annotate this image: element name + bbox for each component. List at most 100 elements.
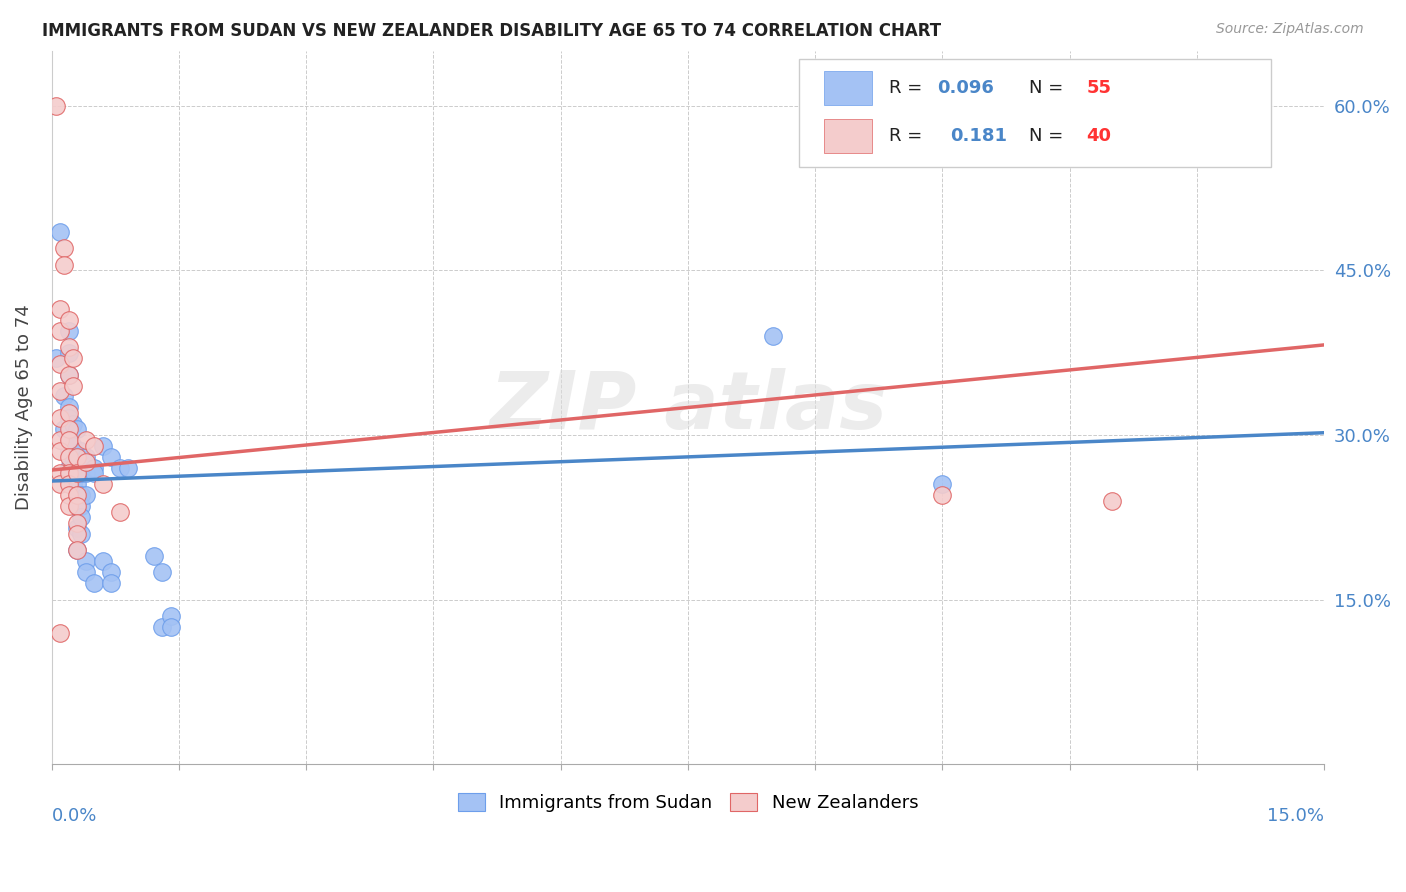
Point <box>66 461 89 475</box>
Point <box>49 324 72 338</box>
Point <box>75 450 97 464</box>
Point <box>70 444 93 458</box>
Point <box>62 417 84 431</box>
Point <box>75 434 97 448</box>
Point <box>49 411 72 425</box>
Point <box>159 620 181 634</box>
FancyBboxPatch shape <box>824 70 873 104</box>
Point <box>66 467 89 481</box>
Text: 40: 40 <box>1087 127 1111 145</box>
Point <box>70 510 93 524</box>
Text: Source: ZipAtlas.com: Source: ZipAtlas.com <box>1216 22 1364 37</box>
Point <box>58 422 80 436</box>
Point <box>66 543 89 558</box>
Point <box>58 312 80 326</box>
Text: 0.096: 0.096 <box>938 78 994 96</box>
Point <box>75 467 97 481</box>
Text: N =: N = <box>1029 127 1063 145</box>
Point <box>58 467 80 481</box>
Point <box>62 351 84 365</box>
Point <box>62 450 84 464</box>
FancyBboxPatch shape <box>824 119 873 153</box>
Point <box>58 477 80 491</box>
Point <box>58 434 80 448</box>
Point <box>49 467 72 481</box>
Point <box>58 345 80 359</box>
Point <box>49 444 72 458</box>
Point <box>58 500 80 514</box>
Point <box>83 461 105 475</box>
Text: N =: N = <box>1029 78 1063 96</box>
Text: 0.181: 0.181 <box>950 127 1007 145</box>
Text: 0.0%: 0.0% <box>52 807 97 825</box>
Point <box>62 477 84 491</box>
Point <box>66 477 89 491</box>
Point <box>66 500 89 514</box>
Point <box>53 390 76 404</box>
Point <box>931 488 953 502</box>
Point <box>117 461 139 475</box>
Point <box>75 455 97 469</box>
Point <box>66 467 89 481</box>
Point <box>62 467 84 481</box>
Point <box>49 384 72 398</box>
Point <box>58 368 80 382</box>
Point <box>70 467 93 481</box>
Point <box>66 516 89 530</box>
Point <box>58 401 80 415</box>
Point <box>49 625 72 640</box>
Y-axis label: Disability Age 65 to 74: Disability Age 65 to 74 <box>15 304 32 510</box>
Point <box>108 505 131 519</box>
Point <box>66 526 89 541</box>
Point <box>83 467 105 481</box>
Point <box>70 526 93 541</box>
Point <box>100 450 122 464</box>
Point <box>58 340 80 354</box>
Point <box>1101 493 1123 508</box>
FancyBboxPatch shape <box>799 59 1271 167</box>
Point <box>91 477 114 491</box>
Point <box>62 439 84 453</box>
Point <box>100 565 122 579</box>
Point <box>66 543 89 558</box>
Text: 55: 55 <box>1087 78 1111 96</box>
Point <box>70 500 93 514</box>
Point <box>66 488 89 502</box>
Point <box>58 411 80 425</box>
Point <box>66 450 89 464</box>
Point <box>58 368 80 382</box>
Point <box>159 609 181 624</box>
Point <box>58 434 80 448</box>
Point <box>66 521 89 535</box>
Point <box>49 357 72 371</box>
Point <box>83 439 105 453</box>
Point <box>53 241 76 255</box>
Point <box>49 434 72 448</box>
Point <box>58 461 80 475</box>
Point <box>66 422 89 436</box>
Point <box>62 461 84 475</box>
Point <box>58 488 80 502</box>
Point <box>58 444 80 458</box>
Point <box>91 439 114 453</box>
Point <box>58 324 80 338</box>
Point <box>58 406 80 420</box>
Text: 15.0%: 15.0% <box>1267 807 1324 825</box>
Point <box>53 422 76 436</box>
Point <box>70 488 93 502</box>
Point <box>62 378 84 392</box>
Point <box>49 477 72 491</box>
Point <box>91 554 114 568</box>
Point <box>66 500 89 514</box>
Point <box>931 477 953 491</box>
Point <box>108 461 131 475</box>
Point <box>58 467 80 481</box>
Point <box>45 98 67 112</box>
Point <box>49 225 72 239</box>
Legend: Immigrants from Sudan, New Zealanders: Immigrants from Sudan, New Zealanders <box>450 786 925 820</box>
Point <box>75 554 97 568</box>
Point <box>45 351 67 365</box>
Point <box>53 258 76 272</box>
Point <box>83 576 105 591</box>
Point <box>49 301 72 316</box>
